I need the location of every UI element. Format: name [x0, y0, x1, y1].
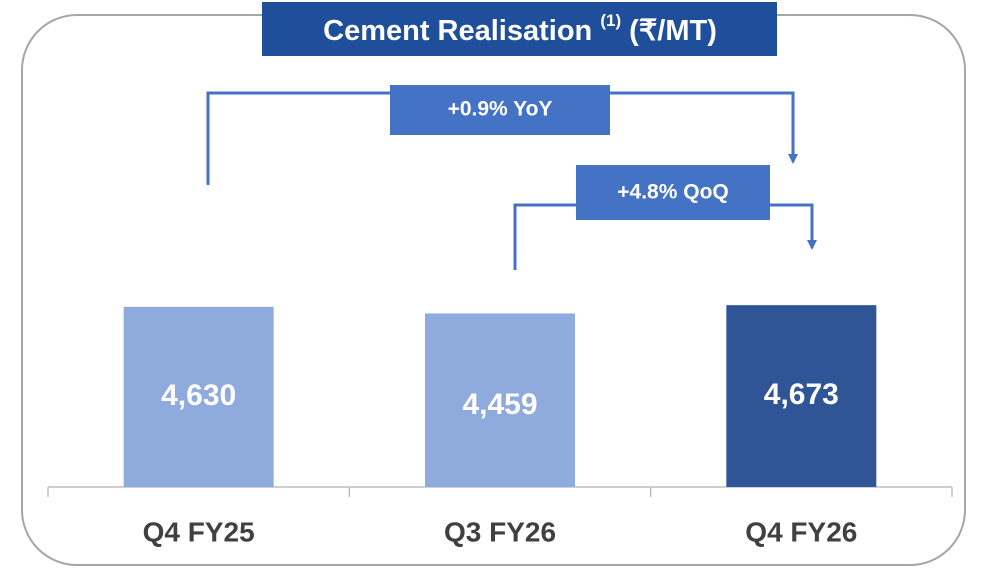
title-unit: (₹/MT) — [629, 15, 717, 47]
yoy-box — [390, 85, 610, 135]
bar — [726, 305, 877, 487]
chart-title: Cement Realisation (1) (₹/MT) — [323, 5, 717, 47]
bar — [425, 313, 575, 487]
qoq-box — [576, 165, 770, 220]
x-tick-label: Q4 FY25 — [143, 516, 255, 547]
qoq-label: +4.8% QoQ — [617, 181, 728, 204]
bar — [123, 306, 274, 487]
x-tick-label: Q3 FY26 — [444, 516, 556, 547]
title-note: (1) — [600, 11, 621, 30]
data-label: 4,459 — [462, 388, 537, 421]
data-label: 4,673 — [764, 378, 839, 411]
title-box — [262, 2, 777, 56]
title-text: Cement Realisation — [323, 15, 592, 47]
x-tick-label: Q4 FY26 — [745, 516, 857, 547]
yoy-label: +0.9% YoY — [448, 98, 553, 121]
data-label: 4,630 — [161, 379, 236, 412]
